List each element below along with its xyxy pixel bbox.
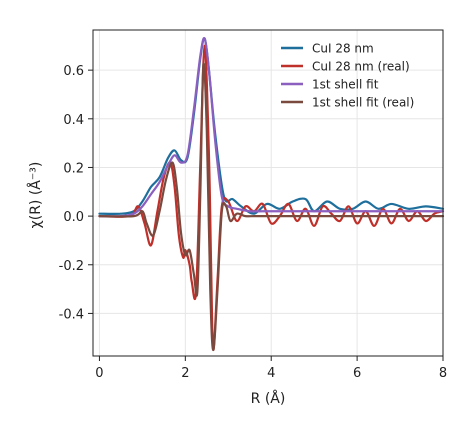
x-tick-label: 6 bbox=[353, 366, 361, 381]
x-tick-label: 4 bbox=[267, 366, 275, 381]
legend-label: 1st shell fit (real) bbox=[312, 96, 414, 110]
legend-item-cui-28nm-real: CuI 28 nm (real) bbox=[281, 60, 410, 74]
y-tick-label: 0.0 bbox=[63, 210, 84, 225]
plot-frame bbox=[92, 29, 444, 357]
legend-item-1st-shell-fit: 1st shell fit bbox=[281, 78, 379, 92]
x-axis: 0 2 4 6 8 bbox=[95, 356, 447, 381]
legend-label: 1st shell fit bbox=[312, 78, 379, 92]
legend-label: CuI 28 nm bbox=[312, 42, 374, 56]
y-axis-label: χ(R) (Å⁻³) bbox=[27, 162, 44, 229]
y-axis: -0.4 -0.2 0.0 0.2 0.4 0.6 bbox=[59, 64, 93, 322]
x-tick-label: 2 bbox=[181, 366, 189, 381]
series-line-1st-shell-fit bbox=[98, 36, 445, 218]
legend-item-1st-shell-fit-real: 1st shell fit (real) bbox=[281, 96, 414, 110]
x-tick-label: 8 bbox=[439, 366, 447, 381]
legend-label: CuI 28 nm (real) bbox=[312, 60, 410, 74]
y-tick-label: 0.2 bbox=[63, 161, 84, 176]
series-line-cui-28nm bbox=[98, 37, 445, 215]
plot-series bbox=[98, 36, 445, 352]
y-tick-label: 0.4 bbox=[63, 113, 84, 128]
x-tick-label: 0 bbox=[95, 366, 103, 381]
y-tick-label: 0.6 bbox=[63, 64, 84, 79]
series-line-1st-shell-fit-real bbox=[98, 62, 445, 352]
x-axis-label: R (Å) bbox=[251, 390, 286, 407]
y-tick-label: -0.2 bbox=[59, 259, 84, 274]
grid-lines bbox=[93, 30, 444, 356]
legend-item-cui-28nm: CuI 28 nm bbox=[281, 42, 374, 56]
legend: CuI 28 nm CuI 28 nm (real) 1st shell fit 1s… bbox=[281, 42, 414, 110]
y-tick-label: -0.4 bbox=[59, 307, 84, 322]
